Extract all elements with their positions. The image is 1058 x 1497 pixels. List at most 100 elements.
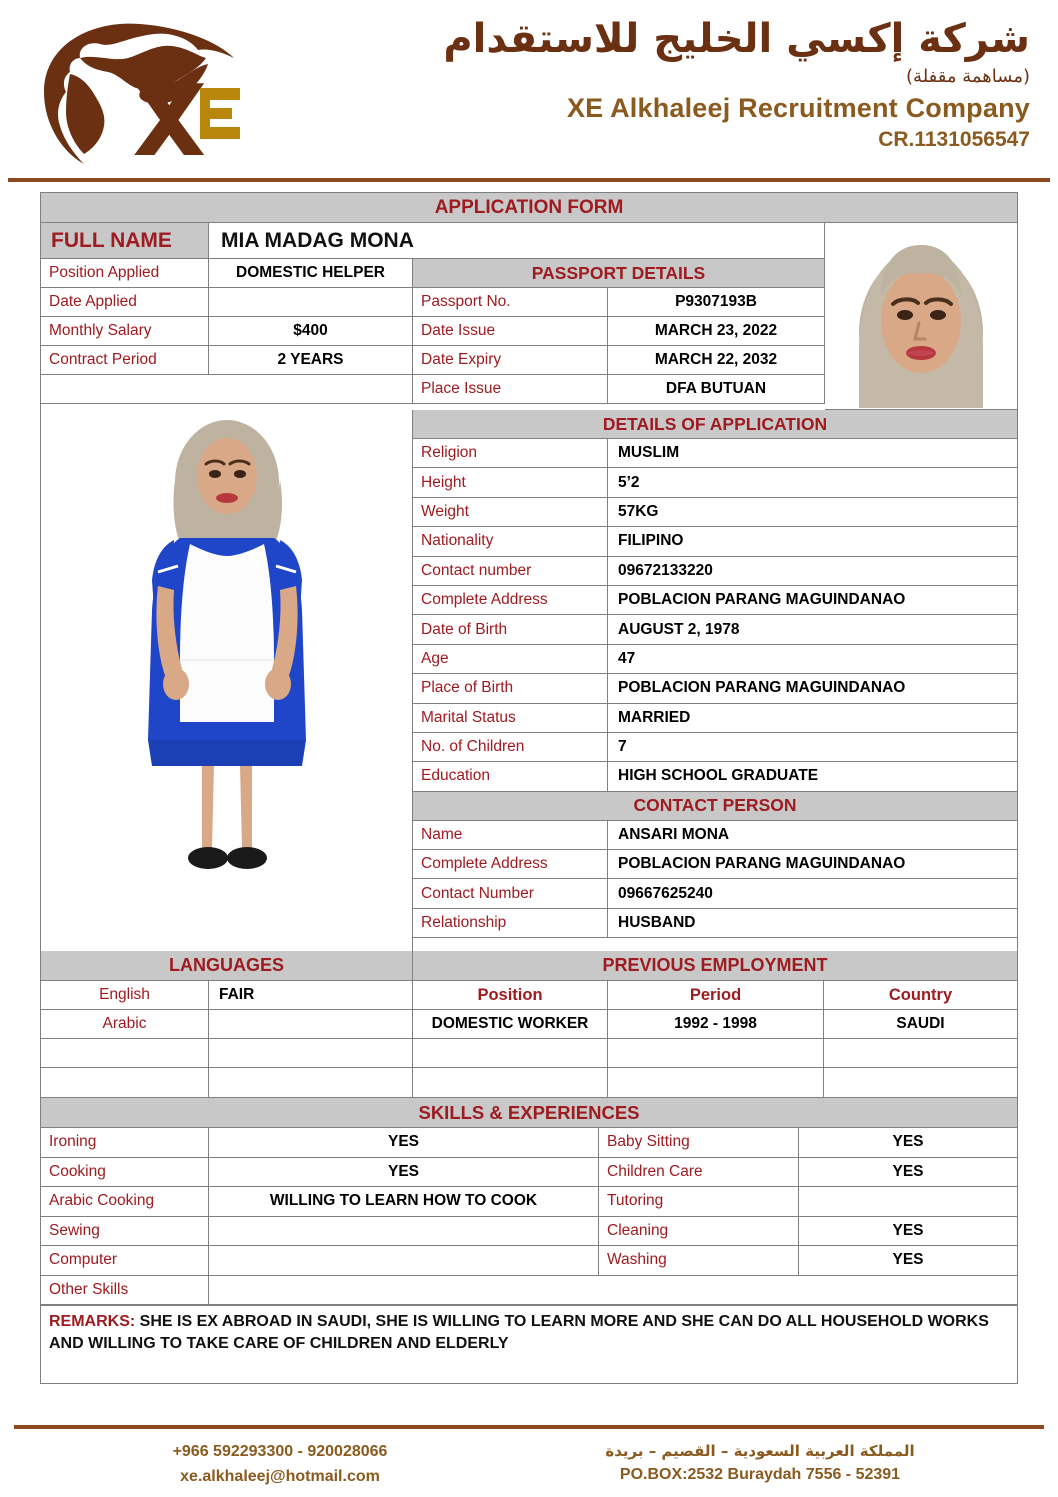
footer-address-arabic: المملكة العربية السعودية – القصيم – بريد… xyxy=(605,1442,915,1460)
skill-tutoring-label: Tutoring xyxy=(599,1187,799,1217)
complete-address-value: POBLACION PARANG MAGUINDANAO xyxy=(608,586,1017,616)
table-row: Relationship HUSBAND xyxy=(413,908,1017,939)
table-row: Sewing Cleaning YES xyxy=(41,1216,1017,1246)
table-row: Contract Period 2 YEARS xyxy=(41,346,413,375)
employment-country-1: SAUDI xyxy=(824,1010,1017,1039)
table-row: Other Skills xyxy=(41,1275,1017,1305)
table-row xyxy=(413,1068,1017,1097)
table-row: Arabic xyxy=(41,1010,412,1039)
table-row: Computer Washing YES xyxy=(41,1246,1017,1276)
cp-address-value: POBLACION PARANG MAGUINDANAO xyxy=(608,850,1017,880)
employment-col-period: Period xyxy=(608,981,824,1010)
skill-ironing-value: YES xyxy=(209,1128,599,1158)
footer-divider xyxy=(14,1425,1044,1429)
passport-no-label: Passport No. xyxy=(413,288,608,317)
basic-info-spacer xyxy=(41,375,413,404)
footer-contact-block: +966 592293300 - 920028066 xe.alkhaleej@… xyxy=(100,1440,460,1490)
language-arabic-value xyxy=(209,1010,412,1039)
language-empty-value-2 xyxy=(209,1068,412,1097)
languages-title: LANGUAGES xyxy=(41,951,413,981)
skill-baby-sitting-value: YES xyxy=(799,1128,1017,1158)
basic-info-column: Position Applied DOMESTIC HELPER Date Ap… xyxy=(41,259,413,404)
details-of-application-title: DETAILS OF APPLICATION xyxy=(413,410,1017,439)
languages-employment-body: English FAIR Arabic Position Period Coun… xyxy=(41,981,1017,1097)
table-row xyxy=(41,1068,412,1097)
employment-position-3 xyxy=(413,1068,608,1097)
table-row: Date Issue MARCH 23, 2022 xyxy=(413,317,825,346)
language-empty-label-1 xyxy=(41,1039,209,1068)
applicant-headshot-photo xyxy=(825,223,1017,410)
skill-cooking-value: YES xyxy=(209,1157,599,1187)
religion-value: MUSLIM xyxy=(608,439,1017,469)
position-applied-value: DOMESTIC HELPER xyxy=(209,259,413,288)
footer-address-english: PO.BOX:2532 Buraydah 7556 - 52391 xyxy=(619,1466,901,1484)
language-english-label: English xyxy=(41,981,209,1010)
table-row: Complete Address POBLACION PARANG MAGUIN… xyxy=(413,850,1017,880)
headshot-column xyxy=(825,223,1017,410)
nationality-value: FILIPINO xyxy=(608,527,1017,557)
monthly-salary-value: $400 xyxy=(209,317,413,346)
monthly-salary-label: Monthly Salary xyxy=(41,317,209,346)
table-row: No. of Children 7 xyxy=(413,732,1017,763)
place-issue-label: Place Issue xyxy=(413,375,608,404)
cp-name-value: ANSARI MONA xyxy=(608,821,1017,851)
cp-name-label: Name xyxy=(413,820,608,851)
skill-sewing-label: Sewing xyxy=(41,1216,209,1246)
date-applied-value xyxy=(209,288,413,317)
previous-employment-table: Position Period Country DOMESTIC WORKER … xyxy=(413,981,1017,1097)
cp-relationship-label: Relationship xyxy=(413,908,608,939)
remarks-body: SHE IS EX ABROAD IN SAUDI, SHE IS WILLIN… xyxy=(49,1313,989,1352)
table-row: English FAIR xyxy=(41,981,412,1010)
passport-no-value: P9307193B xyxy=(608,288,825,317)
page-footer: +966 592293300 - 920028066 xe.alkhaleej@… xyxy=(0,1434,1058,1497)
complete-address-label: Complete Address xyxy=(413,585,608,616)
top-info-zone: FULL NAME MIA MADAG MONA Position Applie… xyxy=(41,223,1017,410)
contact-person-title: CONTACT PERSON xyxy=(413,791,1017,821)
date-expiry-label: Date Expiry xyxy=(413,346,608,375)
applicant-fullbody-photo xyxy=(41,410,413,951)
application-form-table: APPLICATION FORM FULL NAME MIA MADAG MON… xyxy=(40,192,1018,1384)
contract-period-value: 2 YEARS xyxy=(209,346,413,375)
age-value: 47 xyxy=(608,645,1017,675)
table-row xyxy=(41,1039,412,1068)
height-label: Height xyxy=(413,468,608,498)
footer-address-block: المملكة العربية السعودية – القصيم – بريد… xyxy=(530,1440,990,1488)
form-title-banner: APPLICATION FORM xyxy=(41,193,1017,223)
table-row: Date of Birth AUGUST 2, 1978 xyxy=(413,615,1017,645)
table-row: Place of Birth POBLACION PARANG MAGUINDA… xyxy=(413,674,1017,704)
company-subtitle-arabic: (مساهمة مقفلة) xyxy=(906,66,1030,87)
table-row: Education HIGH SCHOOL GRADUATE xyxy=(413,762,1017,792)
passport-details-column: PASSPORT DETAILS Passport No. P9307193B … xyxy=(413,259,825,404)
cp-contact-value: 09667625240 xyxy=(608,879,1017,909)
employment-col-position: Position xyxy=(413,981,608,1010)
languages-employment-header: LANGUAGES PREVIOUS EMPLOYMENT xyxy=(41,951,1017,981)
marital-status-label: Marital Status xyxy=(413,703,608,733)
weight-label: Weight xyxy=(413,497,608,528)
table-row: Date Expiry MARCH 22, 2032 xyxy=(413,346,825,375)
table-header-row: Position Period Country xyxy=(413,981,1017,1010)
full-name-label: FULL NAME xyxy=(41,223,209,259)
company-logo xyxy=(22,14,272,174)
skills-experiences-title: SKILLS & EXPERIENCES xyxy=(41,1097,1017,1128)
language-empty-label-2 xyxy=(41,1068,209,1097)
employment-period-3 xyxy=(608,1068,824,1097)
skill-arabic-cooking-value: WILLING TO LEARN HOW TO COOK xyxy=(209,1187,599,1217)
footer-phone: +966 592293300 - 920028066 xyxy=(172,1443,388,1460)
table-row: Marital Status MARRIED xyxy=(413,703,1017,733)
place-of-birth-value: POBLACION PARANG MAGUINDANAO xyxy=(608,674,1017,704)
employment-col-country: Country xyxy=(824,981,1017,1010)
skill-ironing-label: Ironing xyxy=(41,1128,209,1158)
globe-xe-logo-icon xyxy=(44,23,240,164)
weight-value: 57KG xyxy=(608,498,1017,528)
table-row: Contact Number 09667625240 xyxy=(413,879,1017,909)
skill-cleaning-value: YES xyxy=(799,1217,1017,1246)
education-value: HIGH SCHOOL GRADUATE xyxy=(608,762,1017,792)
company-name-arabic: شركة إكسي الخليج للاستقدام xyxy=(443,16,1030,62)
skill-children-care-value: YES xyxy=(799,1158,1017,1187)
footer-email[interactable]: xe.alkhaleej@hotmail.com xyxy=(180,1467,380,1485)
employment-period-2 xyxy=(608,1039,824,1068)
table-row: Height 5’2 xyxy=(413,468,1017,498)
table-row: Place Issue DFA BUTUAN xyxy=(413,375,825,404)
date-issue-label: Date Issue xyxy=(413,317,608,346)
table-row: Religion MUSLIM xyxy=(413,439,1017,469)
